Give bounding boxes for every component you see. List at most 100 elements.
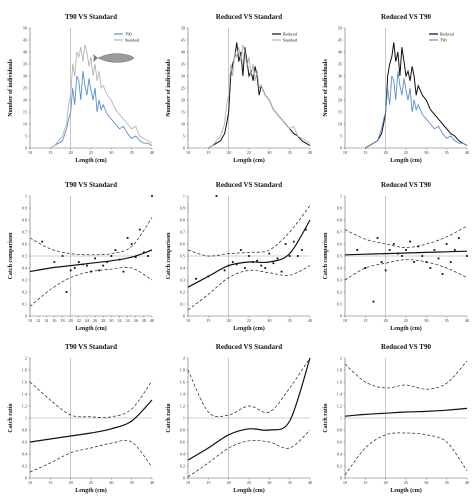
x-tick-label: 35 xyxy=(288,150,292,155)
y-tick-label: 1.8 xyxy=(180,368,185,373)
x-tick-label: 30 xyxy=(267,150,271,155)
data-point xyxy=(118,258,121,261)
data-point xyxy=(280,270,283,273)
y-tick-label: 1.4 xyxy=(180,392,186,397)
data-point xyxy=(292,240,295,243)
y-tick-label: 35 xyxy=(23,62,27,67)
x-axis-label: Length (cm) xyxy=(75,325,107,332)
data-point xyxy=(425,261,428,263)
y-axis-label: Catch comparison xyxy=(166,232,172,279)
data-point xyxy=(147,255,149,257)
x-tick-label: 35 xyxy=(445,480,449,485)
data-point xyxy=(65,291,68,293)
x-tick-label: 22 xyxy=(77,318,81,323)
x-tick-label: 40 xyxy=(308,150,312,155)
x-axis-label: Length (cm) xyxy=(390,157,422,164)
y-axis-label: Number of individuals xyxy=(8,59,14,117)
data-point xyxy=(81,263,84,266)
y-axis-label: Number of individuals xyxy=(323,59,329,117)
x-tick-label: 40 xyxy=(150,150,154,155)
y-tick-label: 0.1 xyxy=(180,302,185,307)
y-tick-label: 1 xyxy=(183,416,185,421)
data-point xyxy=(457,237,460,239)
legend-label: Standard xyxy=(125,37,139,42)
ci-upper-line xyxy=(344,360,468,390)
data-point xyxy=(61,255,64,257)
x-tick-label: 35 xyxy=(288,318,292,323)
y-axis-label: Catch ratio xyxy=(166,403,172,432)
panel-cc-reduced-vs-standard: Reduced VS Standard 0 0.1 0.2 0.3 0.4 0.5 0.6 0.… xyxy=(166,181,312,332)
data-point xyxy=(296,255,299,257)
x-tick-label: 30 xyxy=(109,318,113,323)
y-tick-label: 35 xyxy=(338,62,342,67)
x-tick-label: 20 xyxy=(227,480,231,485)
y-axis-label: Catch comparison xyxy=(323,232,329,279)
y-tick-label: 0.4 xyxy=(337,452,343,457)
data-point xyxy=(380,261,383,263)
x-tick-label: 30 xyxy=(109,480,113,485)
y-tick-label: 0 xyxy=(340,476,342,481)
data-point xyxy=(134,256,137,259)
data-point xyxy=(130,243,133,245)
data-point xyxy=(356,249,359,251)
panel-cc-reduced-vs-t90: Reduced VS T90 0 0.1 0.2 0.3 0.4 0.5 0.6 0.7 0.8 0… xyxy=(323,181,469,332)
ci-upper-line xyxy=(29,380,153,418)
data-point xyxy=(288,255,291,257)
x-tick-label: 16 xyxy=(52,318,56,323)
data-point xyxy=(264,267,267,269)
x-axis-label: Length (cm) xyxy=(233,325,265,332)
x-axis-label: Length (cm) xyxy=(233,487,265,494)
y-tick-label: 1.8 xyxy=(337,368,342,373)
y-tick-label: 1.8 xyxy=(22,368,27,373)
series-line-standard xyxy=(208,44,311,149)
y-tick-label: 0.1 xyxy=(22,302,27,307)
data-point xyxy=(256,259,259,262)
x-tick-label: 10 xyxy=(343,150,347,155)
x-axis-label: Length (cm) xyxy=(233,157,265,164)
x-tick-label: 14 xyxy=(44,318,49,323)
y-tick-label: 1 xyxy=(340,416,342,421)
x-tick-label: 25 xyxy=(89,480,93,485)
x-tick-label: 30 xyxy=(267,480,271,485)
y-tick-label: 1.2 xyxy=(22,404,27,409)
y-tick-label: 0.7 xyxy=(180,230,185,235)
y-tick-label: 0.6 xyxy=(180,242,185,247)
data-point xyxy=(272,262,275,265)
x-tick-label: 40 xyxy=(465,480,469,485)
y-tick-label: 2 xyxy=(183,356,185,361)
fish-body xyxy=(97,53,135,63)
data-point xyxy=(276,257,279,260)
x-tick-label: 36 xyxy=(134,318,138,323)
data-point xyxy=(215,195,218,197)
x-tick-label: 34 xyxy=(126,318,131,323)
x-tick-label: 15 xyxy=(206,150,210,155)
data-point xyxy=(437,257,440,260)
y-tick-label: 1 xyxy=(183,194,185,199)
fit-line xyxy=(29,399,153,443)
x-tick-label: 10 xyxy=(186,318,190,323)
chart-title: Reduced VS T90 xyxy=(381,343,431,351)
y-tick-label: 30 xyxy=(181,74,185,79)
y-tick-label: 0.8 xyxy=(22,218,27,223)
data-point xyxy=(102,264,105,267)
fish-icon xyxy=(93,53,135,63)
data-point xyxy=(396,252,399,255)
ci-upper-line xyxy=(29,217,153,256)
data-point xyxy=(41,240,44,243)
y-tick-label: 0.4 xyxy=(180,266,186,271)
y-tick-label: 0.2 xyxy=(180,464,185,469)
x-tick-label: 25 xyxy=(404,318,408,323)
panel-cr-reduced-vs-t90: Reduced VS T90 0 0.2 0.4 0.6 0.8 1 1.2 1.4 1.6 1.8… xyxy=(323,343,469,494)
y-tick-label: 10 xyxy=(338,122,342,127)
y-tick-label: 45 xyxy=(181,38,185,43)
x-tick-label: 35 xyxy=(445,150,449,155)
x-tick-label: 10 xyxy=(28,150,32,155)
fit-line xyxy=(344,407,468,417)
y-axis-label: Catch ratio xyxy=(323,403,329,432)
data-point xyxy=(421,255,424,257)
x-tick-label: 40 xyxy=(150,318,154,323)
ci-lower-line xyxy=(344,259,468,281)
x-tick-label: 15 xyxy=(48,480,52,485)
data-point xyxy=(372,300,375,303)
data-point xyxy=(142,251,145,254)
